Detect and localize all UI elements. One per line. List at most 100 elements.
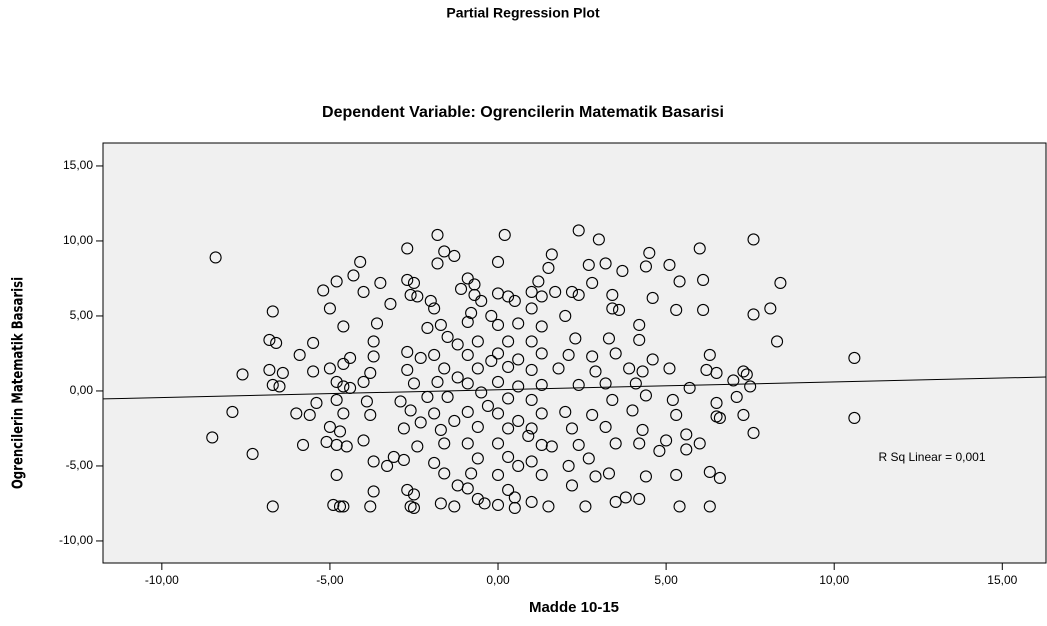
point (491, 255, 505, 269)
point (582, 258, 595, 272)
point (646, 291, 659, 305)
point (623, 362, 636, 375)
point (680, 428, 693, 441)
point (491, 375, 505, 389)
point (727, 374, 740, 387)
point (502, 422, 515, 435)
point (609, 347, 622, 360)
point (401, 242, 414, 255)
point (549, 285, 562, 299)
point (276, 366, 289, 380)
point (407, 377, 421, 390)
point (619, 491, 632, 504)
point (441, 330, 454, 344)
point (317, 284, 330, 297)
point (586, 276, 599, 290)
point (384, 297, 397, 311)
point (525, 302, 538, 315)
point (461, 272, 474, 285)
point (586, 408, 599, 422)
point (562, 348, 575, 362)
point (710, 396, 723, 410)
point (438, 362, 451, 375)
point (478, 497, 491, 510)
point (525, 422, 538, 435)
point (643, 246, 656, 259)
point (609, 495, 622, 509)
point (599, 257, 612, 270)
point (303, 408, 316, 422)
point (559, 405, 572, 419)
point (730, 390, 743, 404)
point (337, 380, 350, 393)
point (323, 362, 336, 375)
point (404, 404, 417, 417)
point (337, 320, 350, 333)
point (747, 308, 760, 321)
point (428, 302, 441, 315)
point (310, 396, 323, 410)
point (347, 269, 360, 282)
point (589, 470, 602, 483)
point (451, 338, 464, 351)
point (491, 347, 505, 360)
point (535, 407, 548, 420)
point (438, 245, 451, 258)
point (431, 257, 444, 270)
point (491, 468, 505, 482)
point (703, 465, 716, 479)
point (512, 380, 525, 393)
point (407, 488, 421, 501)
point (344, 351, 357, 365)
point (431, 228, 444, 241)
point (522, 429, 535, 443)
point (337, 357, 350, 371)
point (633, 318, 646, 332)
point (582, 452, 595, 465)
point (273, 380, 286, 393)
point (606, 302, 619, 315)
point (535, 378, 548, 392)
point (491, 318, 505, 332)
x-tick-label: 15,00 (987, 573, 1017, 587)
point (502, 290, 515, 303)
point (535, 438, 548, 452)
point (774, 276, 787, 290)
point (680, 443, 693, 456)
point (512, 353, 525, 366)
point (713, 471, 726, 485)
point (592, 233, 605, 246)
point (323, 302, 336, 315)
point (461, 405, 474, 419)
point (481, 399, 494, 413)
point (636, 365, 649, 378)
point (367, 455, 380, 468)
point (461, 315, 474, 329)
point (364, 366, 377, 380)
point (337, 407, 350, 420)
point (670, 303, 683, 317)
x-tick-label: 5,00 (654, 573, 678, 587)
point (381, 459, 394, 473)
point (602, 332, 616, 345)
point (764, 302, 777, 315)
point (542, 500, 555, 513)
point (327, 498, 340, 512)
point (693, 242, 706, 255)
point (508, 294, 521, 308)
point (438, 467, 451, 480)
x-axis-label: Madde 10-15 (529, 599, 619, 616)
point (290, 407, 303, 420)
point (434, 318, 447, 332)
point (609, 437, 622, 450)
point (340, 440, 353, 453)
point (465, 306, 478, 320)
point (586, 350, 599, 363)
point (421, 321, 434, 335)
point (461, 482, 474, 495)
point (364, 408, 377, 422)
point (266, 305, 279, 318)
point (683, 381, 696, 395)
point (542, 261, 555, 275)
